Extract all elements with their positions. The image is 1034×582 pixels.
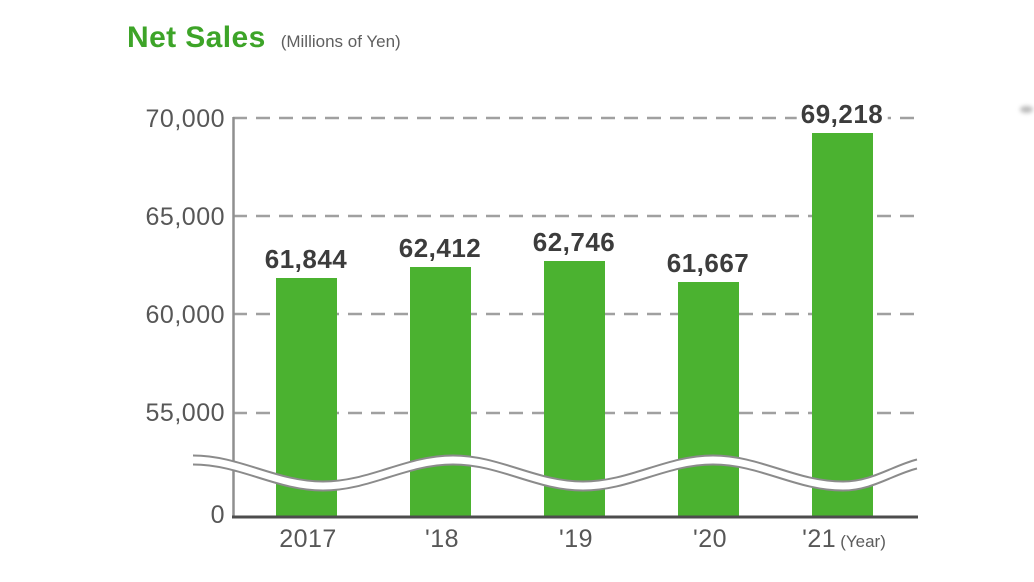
axis-break-wave	[193, 454, 917, 492]
bar-1	[409, 267, 471, 517]
bar-3	[677, 281, 739, 517]
bar-4	[811, 133, 873, 517]
bar-2	[543, 260, 605, 517]
chart-unit-label: (Millions of Yen)	[280, 32, 401, 51]
chart-header: Net Sales (Millions of Yen)	[127, 21, 401, 55]
chart-title: Net Sales	[127, 21, 266, 54]
cropped-edge-artifact	[1020, 106, 1033, 113]
